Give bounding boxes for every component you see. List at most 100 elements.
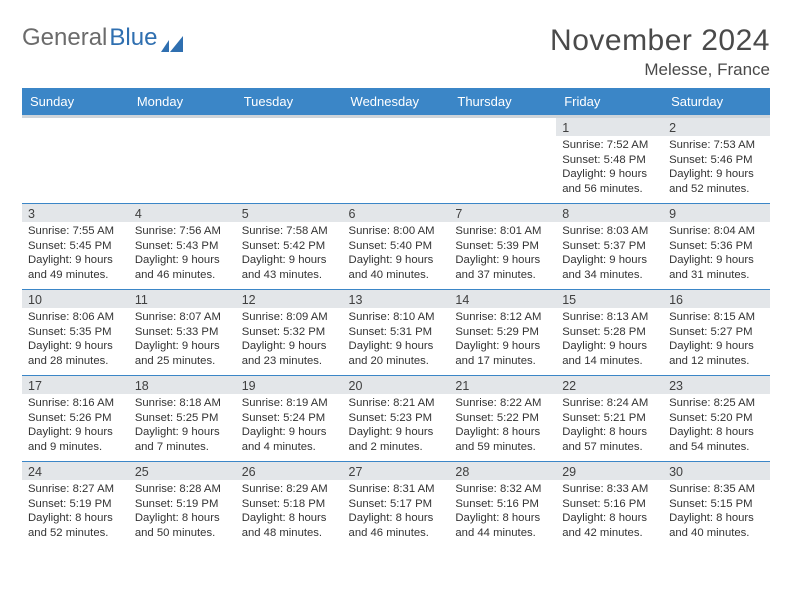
- sunrise-line: Sunrise: 8:35 AM: [669, 482, 764, 497]
- day-data: Sunrise: 7:53 AMSunset: 5:46 PMDaylight:…: [663, 136, 770, 200]
- day-number: 29: [556, 462, 663, 480]
- sunrise-line: Sunrise: 8:03 AM: [562, 224, 657, 239]
- day-number: 22: [556, 376, 663, 394]
- day-number: 3: [22, 204, 129, 222]
- daylight-line: Daylight: 9 hours and 52 minutes.: [669, 167, 764, 196]
- day-data: Sunrise: 8:07 AMSunset: 5:33 PMDaylight:…: [129, 308, 236, 372]
- calendar-day-cell: [449, 118, 556, 204]
- day-data: Sunrise: 8:10 AMSunset: 5:31 PMDaylight:…: [343, 308, 450, 372]
- day-number: 15: [556, 290, 663, 308]
- sunrise-line: Sunrise: 8:12 AM: [455, 310, 550, 325]
- day-header: Friday: [556, 88, 663, 118]
- calendar-day-cell: 18Sunrise: 8:18 AMSunset: 5:25 PMDayligh…: [129, 376, 236, 462]
- day-number: 2: [663, 118, 770, 136]
- calendar-day-cell: 28Sunrise: 8:32 AMSunset: 5:16 PMDayligh…: [449, 462, 556, 548]
- day-data: Sunrise: 8:24 AMSunset: 5:21 PMDaylight:…: [556, 394, 663, 458]
- day-header: Monday: [129, 88, 236, 118]
- daylight-line: Daylight: 9 hours and 4 minutes.: [242, 425, 337, 454]
- day-data: Sunrise: 7:58 AMSunset: 5:42 PMDaylight:…: [236, 222, 343, 286]
- sunset-line: Sunset: 5:32 PM: [242, 325, 337, 340]
- calendar-day-cell: 5Sunrise: 7:58 AMSunset: 5:42 PMDaylight…: [236, 204, 343, 290]
- day-data: Sunrise: 8:04 AMSunset: 5:36 PMDaylight:…: [663, 222, 770, 286]
- daylight-line: Daylight: 8 hours and 52 minutes.: [28, 511, 123, 540]
- calendar-day-cell: 3Sunrise: 7:55 AMSunset: 5:45 PMDaylight…: [22, 204, 129, 290]
- daylight-line: Daylight: 8 hours and 40 minutes.: [669, 511, 764, 540]
- calendar-day-cell: 22Sunrise: 8:24 AMSunset: 5:21 PMDayligh…: [556, 376, 663, 462]
- day-number: 25: [129, 462, 236, 480]
- sunset-line: Sunset: 5:26 PM: [28, 411, 123, 426]
- sunset-line: Sunset: 5:20 PM: [669, 411, 764, 426]
- daylight-line: Daylight: 9 hours and 43 minutes.: [242, 253, 337, 282]
- day-number: 14: [449, 290, 556, 308]
- calendar-day-cell: 15Sunrise: 8:13 AMSunset: 5:28 PMDayligh…: [556, 290, 663, 376]
- calendar-day-cell: [22, 118, 129, 204]
- sunrise-line: Sunrise: 8:24 AM: [562, 396, 657, 411]
- sunset-line: Sunset: 5:45 PM: [28, 239, 123, 254]
- sunset-line: Sunset: 5:43 PM: [135, 239, 230, 254]
- sunset-line: Sunset: 5:22 PM: [455, 411, 550, 426]
- sunrise-line: Sunrise: 8:07 AM: [135, 310, 230, 325]
- calendar-day-cell: 6Sunrise: 8:00 AMSunset: 5:40 PMDaylight…: [343, 204, 450, 290]
- sunrise-line: Sunrise: 8:16 AM: [28, 396, 123, 411]
- sunrise-line: Sunrise: 8:27 AM: [28, 482, 123, 497]
- sunrise-line: Sunrise: 8:21 AM: [349, 396, 444, 411]
- day-data: Sunrise: 8:01 AMSunset: 5:39 PMDaylight:…: [449, 222, 556, 286]
- day-data: Sunrise: 8:15 AMSunset: 5:27 PMDaylight:…: [663, 308, 770, 372]
- calendar-day-cell: 30Sunrise: 8:35 AMSunset: 5:15 PMDayligh…: [663, 462, 770, 548]
- calendar-day-cell: 19Sunrise: 8:19 AMSunset: 5:24 PMDayligh…: [236, 376, 343, 462]
- sunrise-line: Sunrise: 8:10 AM: [349, 310, 444, 325]
- day-header-row: Sunday Monday Tuesday Wednesday Thursday…: [22, 88, 770, 118]
- calendar-day-cell: 7Sunrise: 8:01 AMSunset: 5:39 PMDaylight…: [449, 204, 556, 290]
- daylight-line: Daylight: 9 hours and 23 minutes.: [242, 339, 337, 368]
- brand-word2: Blue: [109, 24, 157, 52]
- day-data: Sunrise: 8:06 AMSunset: 5:35 PMDaylight:…: [22, 308, 129, 372]
- day-data: Sunrise: 8:03 AMSunset: 5:37 PMDaylight:…: [556, 222, 663, 286]
- daylight-line: Daylight: 9 hours and 20 minutes.: [349, 339, 444, 368]
- sunrise-line: Sunrise: 8:13 AM: [562, 310, 657, 325]
- sunset-line: Sunset: 5:25 PM: [135, 411, 230, 426]
- day-number: 21: [449, 376, 556, 394]
- daylight-line: Daylight: 8 hours and 50 minutes.: [135, 511, 230, 540]
- calendar-week-row: 10Sunrise: 8:06 AMSunset: 5:35 PMDayligh…: [22, 290, 770, 376]
- calendar-day-cell: 10Sunrise: 8:06 AMSunset: 5:35 PMDayligh…: [22, 290, 129, 376]
- day-number: 11: [129, 290, 236, 308]
- calendar-day-cell: 29Sunrise: 8:33 AMSunset: 5:16 PMDayligh…: [556, 462, 663, 548]
- calendar-day-cell: 26Sunrise: 8:29 AMSunset: 5:18 PMDayligh…: [236, 462, 343, 548]
- calendar-day-cell: 21Sunrise: 8:22 AMSunset: 5:22 PMDayligh…: [449, 376, 556, 462]
- day-number: 13: [343, 290, 450, 308]
- day-data: Sunrise: 8:22 AMSunset: 5:22 PMDaylight:…: [449, 394, 556, 458]
- page-header: GeneralBlue November 2024 Melesse, Franc…: [22, 24, 770, 80]
- sunrise-line: Sunrise: 8:31 AM: [349, 482, 444, 497]
- day-number: 12: [236, 290, 343, 308]
- calendar-day-cell: 11Sunrise: 8:07 AMSunset: 5:33 PMDayligh…: [129, 290, 236, 376]
- daylight-line: Daylight: 8 hours and 44 minutes.: [455, 511, 550, 540]
- day-number: 8: [556, 204, 663, 222]
- brand-logo: GeneralBlue: [22, 24, 185, 52]
- daylight-line: Daylight: 9 hours and 7 minutes.: [135, 425, 230, 454]
- sunrise-line: Sunrise: 8:00 AM: [349, 224, 444, 239]
- day-number: [22, 118, 129, 136]
- day-data: Sunrise: 8:12 AMSunset: 5:29 PMDaylight:…: [449, 308, 556, 372]
- day-number: 28: [449, 462, 556, 480]
- day-header: Saturday: [663, 88, 770, 118]
- daylight-line: Daylight: 9 hours and 34 minutes.: [562, 253, 657, 282]
- sunset-line: Sunset: 5:39 PM: [455, 239, 550, 254]
- day-data: Sunrise: 8:27 AMSunset: 5:19 PMDaylight:…: [22, 480, 129, 544]
- sunset-line: Sunset: 5:27 PM: [669, 325, 764, 340]
- day-data: Sunrise: 7:52 AMSunset: 5:48 PMDaylight:…: [556, 136, 663, 200]
- sunrise-line: Sunrise: 7:58 AM: [242, 224, 337, 239]
- daylight-line: Daylight: 8 hours and 46 minutes.: [349, 511, 444, 540]
- sunrise-line: Sunrise: 8:22 AM: [455, 396, 550, 411]
- day-number: 23: [663, 376, 770, 394]
- sunrise-line: Sunrise: 7:55 AM: [28, 224, 123, 239]
- sunrise-line: Sunrise: 8:28 AM: [135, 482, 230, 497]
- calendar-week-row: 1Sunrise: 7:52 AMSunset: 5:48 PMDaylight…: [22, 118, 770, 204]
- brand-mark-icon: [161, 31, 185, 49]
- daylight-line: Daylight: 9 hours and 31 minutes.: [669, 253, 764, 282]
- daylight-line: Daylight: 9 hours and 17 minutes.: [455, 339, 550, 368]
- sunrise-line: Sunrise: 8:15 AM: [669, 310, 764, 325]
- sunrise-line: Sunrise: 8:01 AM: [455, 224, 550, 239]
- sunset-line: Sunset: 5:19 PM: [135, 497, 230, 512]
- daylight-line: Daylight: 8 hours and 54 minutes.: [669, 425, 764, 454]
- month-title: November 2024: [550, 24, 770, 58]
